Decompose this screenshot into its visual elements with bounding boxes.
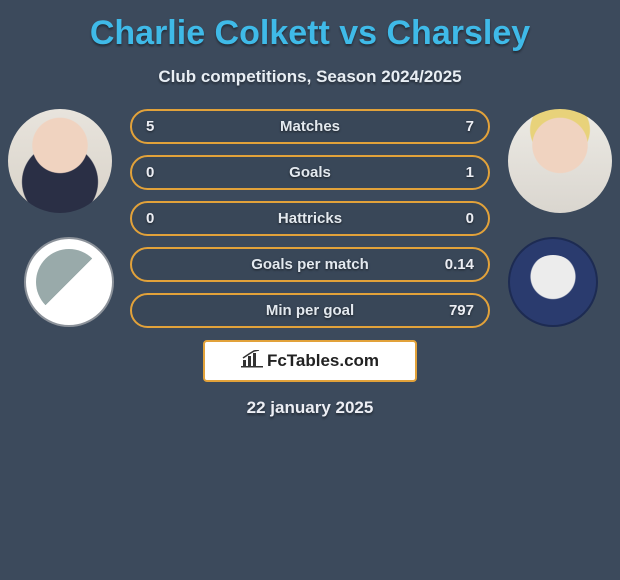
stat-left-value: 5	[146, 118, 180, 135]
stat-right-value: 0.14	[440, 256, 474, 273]
stat-label: Min per goal	[266, 302, 354, 319]
stat-label: Goals per match	[251, 256, 369, 273]
stat-left-value: 0	[146, 164, 180, 181]
stat-row: Goals per match 0.14	[130, 247, 490, 282]
stat-label: Hattricks	[278, 210, 342, 227]
chart-icon	[241, 350, 263, 373]
stat-row: Min per goal 797	[130, 293, 490, 328]
club-logo-left	[24, 237, 114, 327]
brand-badge: FcTables.com	[203, 340, 417, 382]
brand-text: FcTables.com	[267, 351, 379, 371]
club-logo-left-inner	[36, 249, 102, 315]
date-label: 22 january 2025	[8, 398, 612, 418]
stat-right-value: 0	[440, 210, 474, 227]
subtitle: Club competitions, Season 2024/2025	[8, 67, 612, 87]
player-photo-left	[8, 109, 112, 213]
stat-row: 0 Hattricks 0	[130, 201, 490, 236]
comparison-card: Charlie Colkett vs Charsley Club competi…	[0, 0, 620, 418]
content: 5 Matches 7 0 Goals 1 0 Hattricks 0 Goal…	[8, 109, 612, 418]
stat-right-value: 797	[440, 302, 474, 319]
stat-left-value: 0	[146, 210, 180, 227]
stat-row: 0 Goals 1	[130, 155, 490, 190]
page-title: Charlie Colkett vs Charsley	[8, 14, 612, 53]
stat-label: Goals	[289, 164, 331, 181]
club-logo-right-inner	[526, 255, 580, 309]
club-logo-right	[508, 237, 598, 327]
stat-bars: 5 Matches 7 0 Goals 1 0 Hattricks 0 Goal…	[130, 109, 490, 328]
stat-right-value: 7	[440, 118, 474, 135]
stat-right-value: 1	[440, 164, 474, 181]
stat-row: 5 Matches 7	[130, 109, 490, 144]
stat-label: Matches	[280, 118, 340, 135]
player-photo-right	[508, 109, 612, 213]
